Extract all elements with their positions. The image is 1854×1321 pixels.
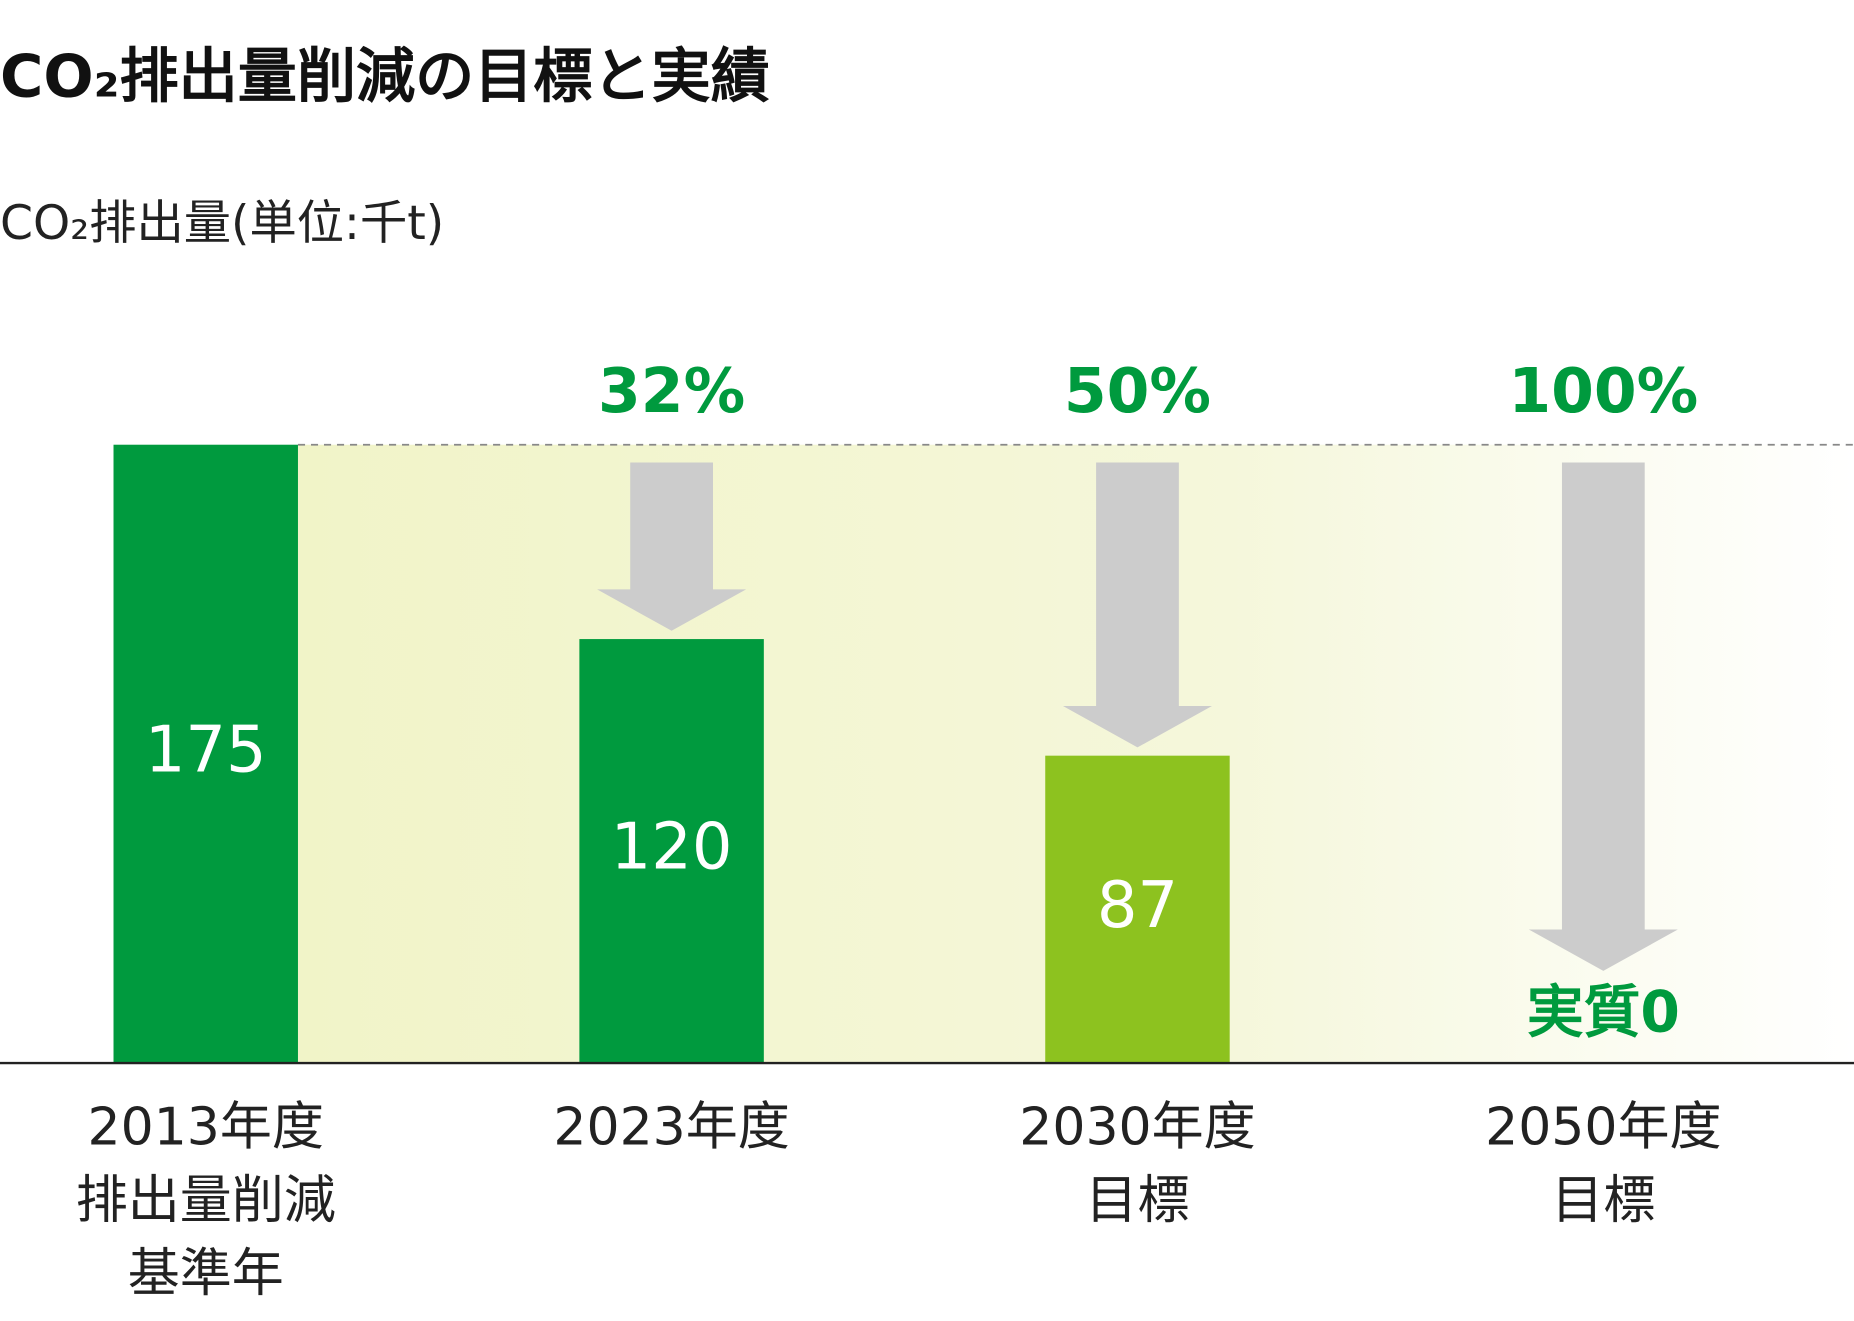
x-tick-label: 2050年度 bbox=[1485, 1098, 1721, 1158]
x-tick-label: 2030年度 bbox=[1019, 1098, 1255, 1158]
reduction-arrow bbox=[597, 462, 747, 631]
x-tick-label: 目標 bbox=[1551, 1171, 1655, 1231]
chart-subtitle: CO₂排出量(単位:千t) bbox=[0, 196, 444, 251]
reduction-arrow bbox=[1528, 462, 1678, 971]
value-label: 175 bbox=[145, 713, 267, 787]
x-tick-label: 目標 bbox=[1085, 1171, 1189, 1231]
x-tick-label: 2023年度 bbox=[553, 1098, 789, 1158]
reduction-label: 32% bbox=[598, 356, 745, 427]
x-tick-label: 2013年度 bbox=[88, 1098, 324, 1158]
chart-title: CO₂排出量削減の目標と実績 bbox=[0, 42, 770, 111]
reduction-label: 100% bbox=[1508, 356, 1698, 427]
x-tick-label: 排出量削減 bbox=[76, 1171, 336, 1231]
value-label: 87 bbox=[1097, 869, 1178, 943]
bar bbox=[1045, 755, 1230, 1064]
x-tick-label: 基準年 bbox=[128, 1244, 284, 1304]
reduction-arrow bbox=[1062, 462, 1212, 748]
reduction-label: 50% bbox=[1064, 356, 1211, 427]
value-label: 120 bbox=[611, 811, 733, 885]
value-label: 実質0 bbox=[1527, 979, 1680, 1045]
bar bbox=[113, 444, 298, 1064]
bar bbox=[579, 639, 764, 1064]
